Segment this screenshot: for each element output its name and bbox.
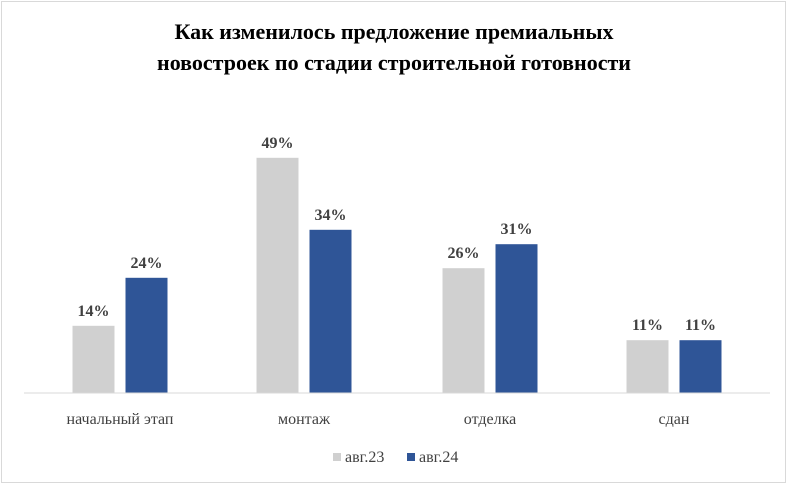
category-label-1: начальный этап [67, 411, 174, 428]
category-labels: начальный этап монтаж отделка сдан [67, 411, 690, 428]
bar-2-2 [309, 229, 352, 393]
data-label-1-4: 11% [632, 317, 663, 334]
data-label-2-4: 11% [685, 317, 716, 334]
legend-label-2: авг.24 [419, 449, 458, 466]
legend-swatch-1 [333, 453, 341, 461]
legend: авг.23 авг.24 [333, 449, 458, 466]
category-label-2: монтаж [278, 411, 331, 428]
category-label-4: сдан [659, 411, 690, 428]
data-label-2-2: 34% [315, 207, 347, 224]
data-label-1-2: 49% [262, 135, 294, 152]
bar-1-4 [626, 340, 669, 393]
bar-2-1 [125, 277, 168, 393]
legend-label-1: авг.23 [345, 449, 384, 466]
bars-layer: 14% 24% 49% 34% 26% 31% 11% 11% [72, 135, 722, 393]
data-label-1-1: 14% [78, 303, 110, 320]
chart-title-line-2: новостроек по стадии строительной готовн… [157, 50, 631, 75]
data-label-2-1: 24% [131, 255, 163, 272]
category-label-3: отделка [464, 411, 516, 428]
data-label-2-3: 31% [501, 221, 533, 238]
chart-title-line-1: Как изменилось предложение премиальных [174, 19, 613, 44]
data-label-1-3: 26% [448, 245, 480, 262]
bar-1-1 [72, 325, 115, 393]
legend-swatch-2 [407, 453, 415, 461]
bar-1-2 [256, 157, 299, 393]
bar-1-3 [442, 268, 485, 393]
bar-2-4 [679, 340, 722, 393]
bar-2-3 [495, 244, 538, 393]
